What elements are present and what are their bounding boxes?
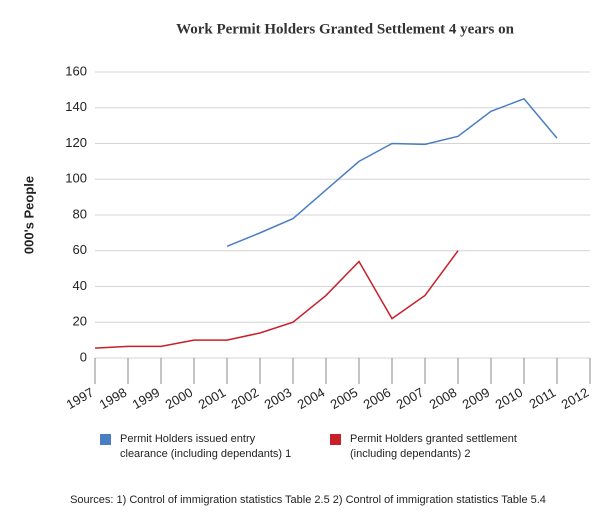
legend-swatch (330, 434, 341, 445)
data-line (226, 97, 558, 247)
x-tick-label: 1997 (64, 385, 97, 412)
x-tick-label: 2011 (526, 385, 558, 412)
legend-label: Permit Holders granted settlement (inclu… (350, 433, 517, 460)
source-note: Sources: 1) Control of immigration stati… (70, 494, 546, 506)
data-line (94, 250, 459, 349)
y-tick-label: 40 (73, 278, 87, 293)
legend-label: Permit Holders issued entry clearance (i… (120, 433, 292, 460)
y-tick-label: 60 (73, 242, 87, 257)
x-tick-label: 1998 (97, 385, 130, 412)
legend-swatch (100, 434, 111, 445)
x-tick-label: 2009 (460, 385, 493, 412)
chart-title: Work Permit Holders Granted Settlement 4… (176, 21, 515, 37)
x-tick-label: 2003 (262, 385, 295, 412)
x-tick-label: 2002 (229, 385, 262, 412)
x-tick-label: 2006 (361, 385, 394, 412)
legend-item: Permit Holders granted settlement (inclu… (330, 432, 530, 462)
x-tick-label: 2001 (196, 385, 229, 412)
y-tick-label: 0 (80, 349, 87, 364)
x-tick-label: 2007 (394, 385, 427, 412)
y-tick-label: 80 (73, 206, 87, 221)
y-tick-label: 20 (73, 314, 87, 329)
y-tick-label: 100 (65, 171, 87, 186)
x-tick-label: 2012 (559, 385, 592, 412)
x-tick-label: 2008 (427, 385, 460, 412)
y-tick-label: 160 (65, 63, 87, 78)
x-tick-label: 2004 (295, 385, 328, 412)
x-tick-label: 2000 (163, 385, 196, 412)
x-tick-label: 2005 (328, 385, 361, 412)
y-tick-label: 120 (65, 135, 87, 150)
legend-item: Permit Holders issued entry clearance (i… (100, 432, 300, 462)
x-tick-label: 2010 (493, 385, 526, 412)
x-tick-label: 1999 (130, 385, 163, 412)
y-axis-label: 000's People (21, 176, 36, 254)
y-tick-label: 140 (65, 99, 87, 114)
